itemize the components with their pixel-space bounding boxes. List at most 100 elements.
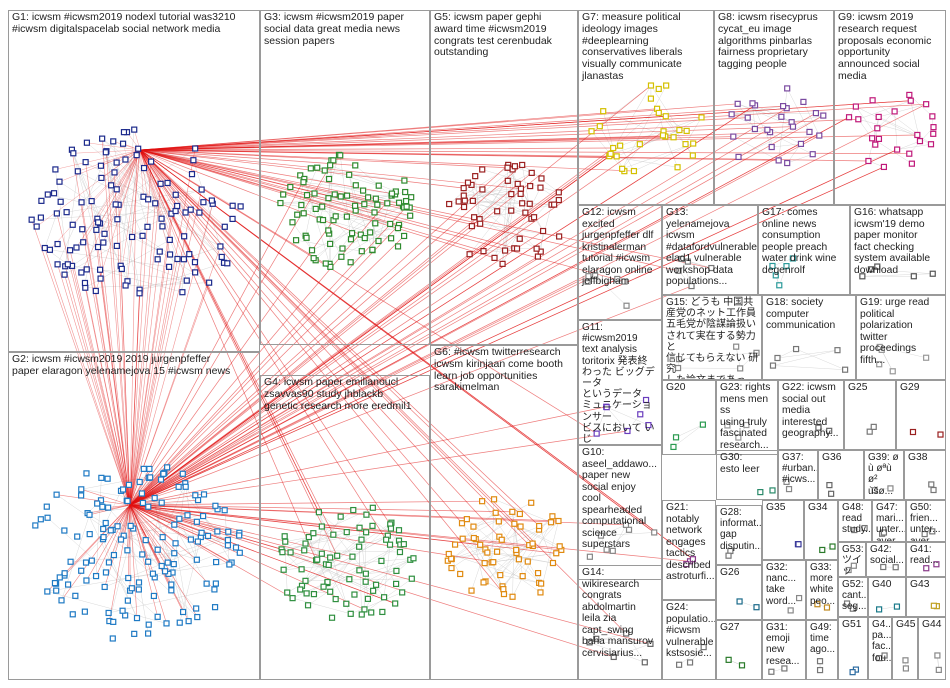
network-node (208, 197, 215, 204)
network-node (110, 551, 118, 559)
network-node (166, 236, 173, 243)
edge-line (494, 192, 559, 259)
edge-line (451, 513, 521, 560)
network-node (464, 179, 472, 186)
network-node (279, 549, 286, 556)
network-node (849, 669, 856, 676)
network-node (682, 141, 689, 148)
edge-line (473, 512, 496, 527)
edge-line (139, 149, 233, 206)
network-node (484, 549, 491, 556)
network-node (280, 566, 287, 573)
edge-line (139, 149, 194, 161)
network-node (927, 141, 935, 148)
network-node (287, 183, 294, 191)
group-panel-g13: G13: yelenamejova icwsm #datafordvulnera… (662, 205, 758, 295)
network-node (310, 530, 317, 537)
edge-line (139, 149, 634, 172)
network-node (893, 603, 901, 610)
network-node (537, 589, 544, 596)
network-node (384, 200, 391, 207)
edge-line (463, 187, 512, 211)
edge-line (95, 504, 131, 577)
network-node (526, 200, 533, 207)
network-node (194, 613, 201, 621)
network-node (930, 124, 937, 131)
edge-line (102, 504, 131, 540)
network-node (508, 207, 515, 214)
network-node (347, 610, 354, 617)
edge-line (480, 223, 560, 237)
edge-line (894, 111, 898, 150)
network-node (688, 282, 695, 290)
edge-line (129, 172, 532, 506)
network-node (781, 665, 788, 672)
network-node (163, 620, 170, 627)
network-node (104, 504, 112, 511)
edge-line (681, 258, 692, 287)
network-node (330, 157, 337, 164)
network-node (469, 197, 476, 204)
network-node (97, 162, 105, 169)
network-node (346, 171, 353, 178)
group-panel-g34: G34 (804, 500, 838, 560)
network-node (224, 260, 231, 267)
network-node (380, 594, 388, 601)
network-node (923, 354, 930, 361)
network-node (869, 135, 876, 142)
edge-line (878, 116, 918, 136)
group-panel-g19: G19: urge read political polarization tw… (856, 295, 946, 380)
edge-line (31, 210, 176, 220)
edge-line (139, 149, 162, 219)
edge-line (85, 162, 131, 506)
network-node (593, 635, 600, 642)
network-node (388, 190, 396, 197)
edge-line (129, 230, 544, 506)
edge-line (881, 349, 893, 372)
network-node (64, 581, 72, 588)
network-node (517, 190, 524, 198)
network-node (842, 366, 849, 373)
group-panel-g42: G42: social... (866, 542, 906, 577)
network-node (751, 125, 759, 133)
network-node (588, 128, 595, 135)
edge-line (64, 504, 131, 576)
edge-line (101, 138, 140, 294)
network-node (236, 532, 243, 539)
network-node (772, 272, 779, 279)
group-label-g20: G20 (666, 382, 686, 393)
edge-line (772, 365, 846, 370)
edge-line (131, 236, 160, 252)
edge-line (516, 520, 559, 554)
network-node (843, 600, 851, 607)
network-node (88, 198, 95, 205)
network-node (670, 134, 677, 141)
edge-line (609, 85, 652, 157)
network-node (499, 260, 506, 267)
group-panel-g38: G38 (904, 450, 946, 500)
network-node (131, 630, 138, 637)
group-panel-g29: G29 (896, 380, 946, 450)
network-node (356, 543, 363, 550)
network-node (144, 223, 151, 230)
network-node (515, 556, 522, 563)
edge-line (305, 522, 392, 582)
edge-line (139, 149, 185, 260)
edge-line (502, 520, 559, 587)
edge-line (472, 200, 498, 212)
network-node (100, 239, 107, 246)
network-node (179, 289, 186, 296)
network-node (114, 216, 121, 223)
edge-line (139, 149, 625, 282)
network-node (182, 483, 189, 490)
group-panel-g46: G4.. pa... fac... fou... (868, 617, 892, 680)
edge-line (321, 206, 352, 240)
network-node (651, 529, 658, 536)
edge-line (139, 149, 193, 175)
network-node (792, 345, 800, 353)
edge-line (129, 504, 481, 546)
network-node (44, 514, 51, 521)
edge-line (318, 512, 338, 556)
network-node (784, 159, 791, 167)
network-node (902, 657, 909, 664)
